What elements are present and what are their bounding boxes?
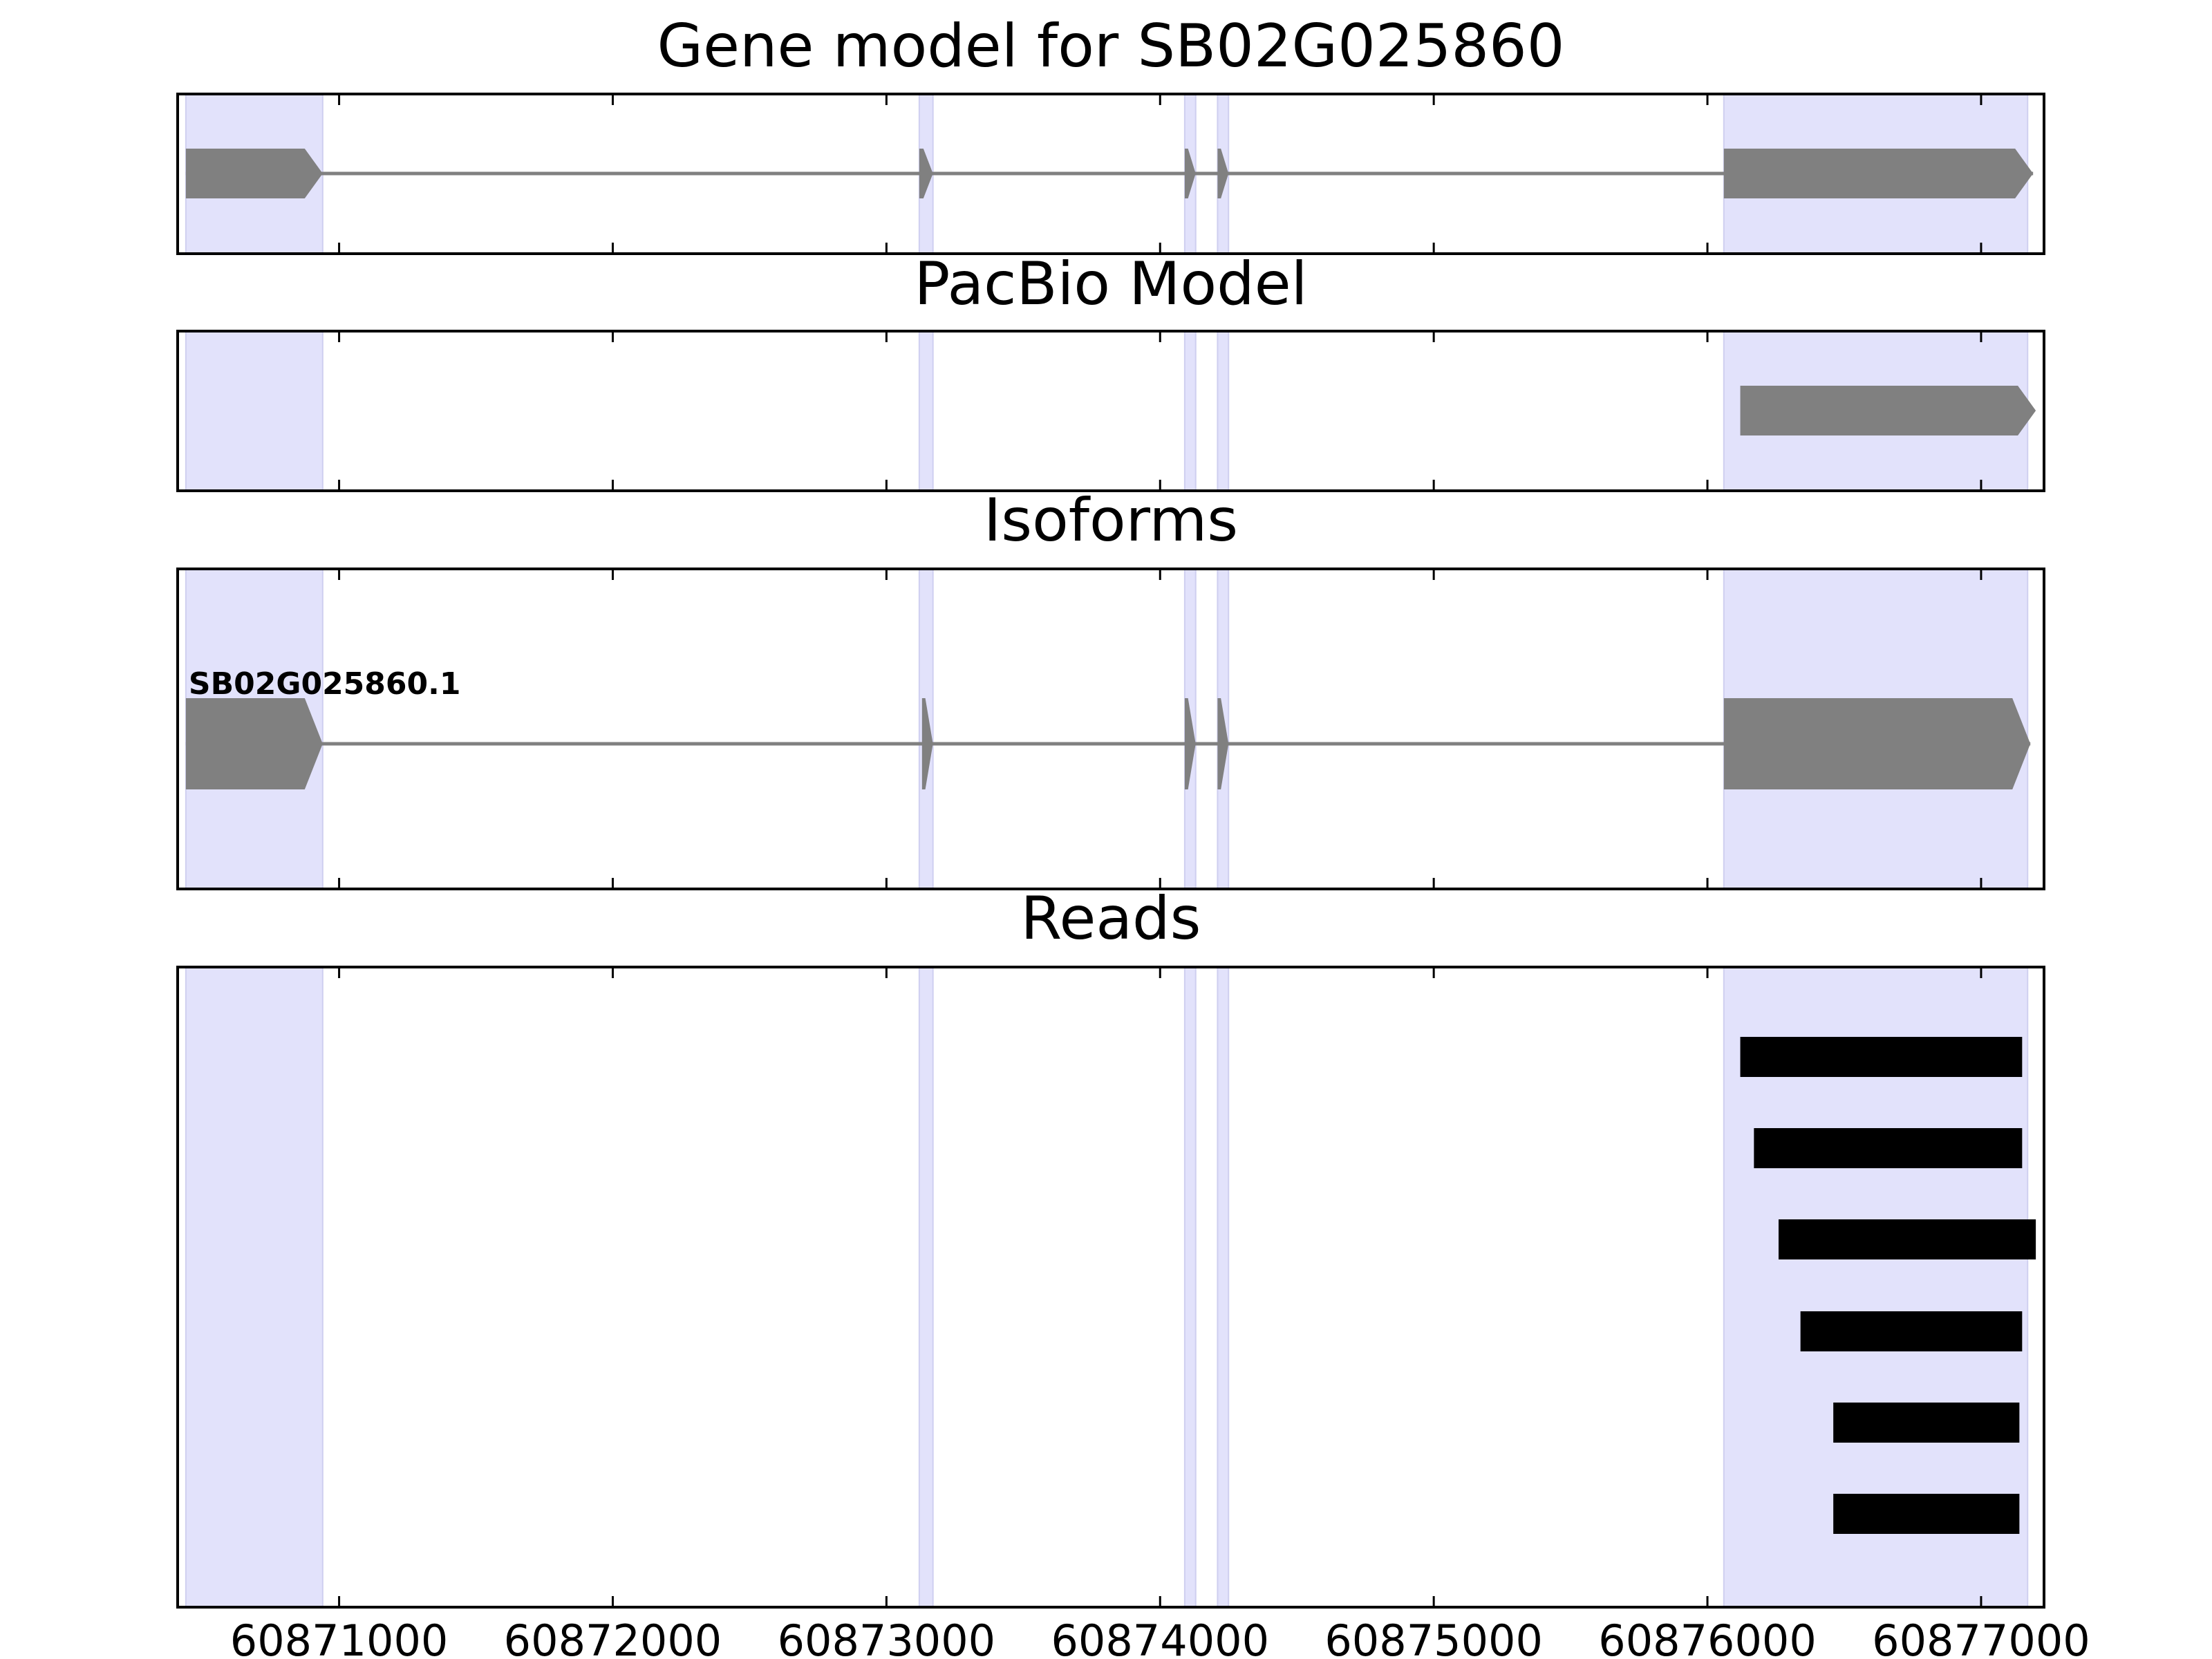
read-bar <box>1740 1037 2023 1077</box>
x-tick-label: 60874000 <box>1051 1615 1269 1659</box>
exon-shade-region <box>185 330 324 491</box>
x-tick-label: 60873000 <box>778 1615 996 1659</box>
exon-block <box>1723 698 2031 789</box>
panel-title: Reads <box>1021 884 1201 953</box>
exon-block <box>1217 149 1229 198</box>
exon-block <box>1740 386 2036 435</box>
exon-shade-region <box>1217 966 1230 1608</box>
exon-shade-region <box>918 966 934 1608</box>
panel-title: Isoforms <box>984 486 1238 555</box>
exon-block <box>185 149 323 198</box>
panel-0: Gene model for SB02G025860 <box>176 12 2045 255</box>
panel-frame <box>176 93 2045 255</box>
read-bar <box>1778 1219 2036 1259</box>
exon-shade-region <box>918 330 934 491</box>
x-tick-label: 60875000 <box>1324 1615 1543 1659</box>
isoform-label: SB02G025860.1 <box>189 666 461 702</box>
read-bar <box>1800 1311 2023 1351</box>
exon-block <box>1184 149 1196 198</box>
exon-shade-region <box>185 966 324 1608</box>
panel-title: PacBio Model <box>914 250 1307 319</box>
read-bar <box>1833 1494 2020 1534</box>
exon-block <box>919 149 933 198</box>
x-tick-label: 60877000 <box>1872 1615 2090 1659</box>
exon-block <box>185 698 323 789</box>
exon-block <box>1723 149 2034 198</box>
panel-2: Isoforms SB02G025860.1 <box>176 486 2045 890</box>
panel-frame <box>176 330 2045 492</box>
x-tick-label: 60871000 <box>230 1615 449 1659</box>
panel-3: Reads <box>176 884 2045 1609</box>
exon-shade-region <box>1183 330 1197 491</box>
panel-frame <box>176 966 2045 1609</box>
x-tick-label: 60872000 <box>504 1615 722 1659</box>
panel-1: PacBio Model <box>176 250 2045 492</box>
panel-frame <box>176 568 2045 890</box>
panel-title: Gene model for SB02G025860 <box>657 12 1565 81</box>
exon-block <box>1184 698 1196 789</box>
exon-block <box>921 698 933 789</box>
exon-shade-region <box>1217 330 1230 491</box>
exon-shade-region <box>1183 966 1197 1608</box>
x-tick-label: 60876000 <box>1598 1615 1817 1659</box>
exon-block <box>1217 698 1229 789</box>
read-bar <box>1754 1128 2023 1168</box>
read-bar <box>1833 1403 2020 1443</box>
